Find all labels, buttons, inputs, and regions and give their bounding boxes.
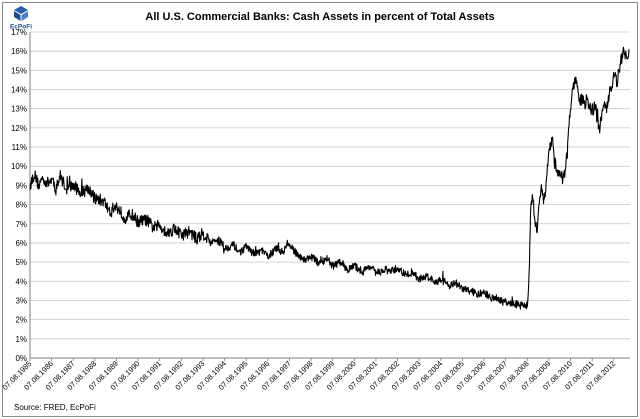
series-layer <box>29 46 630 310</box>
y-tick-label: 12% <box>11 124 27 133</box>
grid-lines <box>30 31 630 359</box>
y-tick-label: 1% <box>15 335 27 344</box>
y-tick-label: 8% <box>15 201 27 210</box>
y-tick-label: 13% <box>11 105 27 114</box>
y-tick-label: 4% <box>15 277 27 286</box>
y-tick-label: 7% <box>15 220 27 229</box>
y-tick-label: 10% <box>11 162 27 171</box>
y-tick-label: 2% <box>15 316 27 325</box>
series-line <box>29 46 630 310</box>
y-tick-label: 14% <box>11 86 27 95</box>
y-tick-label: 16% <box>11 47 27 56</box>
chart-title: All U.S. Commercial Banks: Cash Assets i… <box>145 11 495 23</box>
y-tick-label: 11% <box>12 143 27 152</box>
y-tick-label: 5% <box>15 258 27 267</box>
y-tick-label: 6% <box>15 239 27 248</box>
y-tick-label: 3% <box>15 296 27 305</box>
y-tick-label: 15% <box>11 66 27 75</box>
source-note: Source: FRED, EcPoFi <box>14 403 96 412</box>
y-tick-label: 17% <box>11 28 27 37</box>
logo-text: EcPoFi <box>10 24 32 31</box>
y-tick-label: 0% <box>15 354 27 363</box>
y-tick-labels: 0% 1% 2% 3% 4% 5% 6% 7% 8% 9% 10% 11% 12% 13% 14% 15% 16… <box>11 28 27 363</box>
axes <box>29 32 630 361</box>
y-tick-label: 9% <box>15 181 27 190</box>
ecpofi-logo: EcPoFi <box>10 6 32 31</box>
x-tick-labels: 07.08.198507.08.198607.08.198707.08.1988… <box>1 359 618 392</box>
